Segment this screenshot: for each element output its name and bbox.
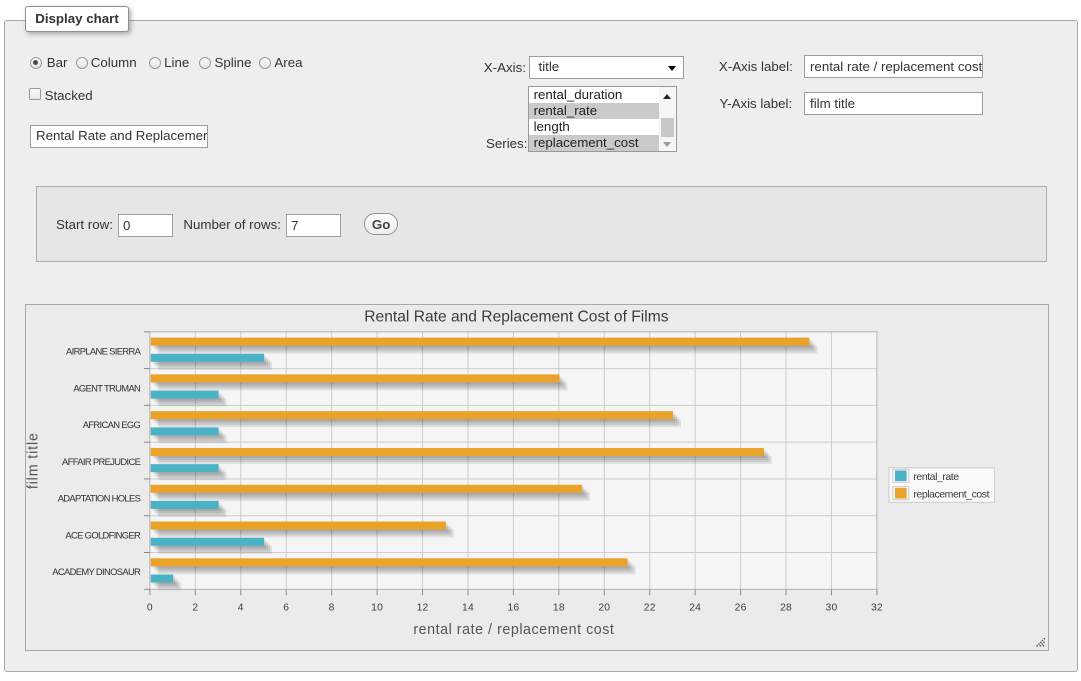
svg-text:32: 32 bbox=[871, 602, 883, 613]
svg-text:18: 18 bbox=[553, 602, 565, 613]
svg-text:rental rate / replacement cost: rental rate / replacement cost bbox=[413, 622, 614, 638]
svg-text:20: 20 bbox=[598, 602, 610, 613]
svg-text:8: 8 bbox=[328, 602, 334, 613]
svg-text:Rental Rate and Replacement Co: Rental Rate and Replacement Cost of Film… bbox=[364, 308, 668, 325]
svg-text:ADAPTATION HOLES: ADAPTATION HOLES bbox=[57, 492, 140, 503]
svg-text:30: 30 bbox=[825, 602, 837, 613]
svg-text:AIRPLANE SIERRA: AIRPLANE SIERRA bbox=[66, 345, 142, 356]
svg-text:28: 28 bbox=[780, 602, 792, 613]
svg-text:ACE GOLDFINGER: ACE GOLDFINGER bbox=[65, 529, 141, 540]
svg-text:AFRICAN EGG: AFRICAN EGG bbox=[82, 419, 140, 430]
svg-text:22: 22 bbox=[643, 602, 655, 613]
svg-text:AFFAIR PREJUDICE: AFFAIR PREJUDICE bbox=[62, 456, 141, 467]
svg-text:film title: film title bbox=[26, 432, 42, 489]
svg-text:26: 26 bbox=[734, 602, 746, 613]
svg-text:ACADEMY DINOSAUR: ACADEMY DINOSAUR bbox=[52, 566, 141, 577]
svg-text:2: 2 bbox=[192, 602, 198, 613]
svg-text:10: 10 bbox=[371, 602, 383, 613]
svg-text:6: 6 bbox=[283, 602, 289, 613]
svg-text:12: 12 bbox=[416, 602, 428, 613]
svg-text:14: 14 bbox=[462, 602, 474, 613]
svg-text:16: 16 bbox=[507, 602, 519, 613]
svg-text:24: 24 bbox=[689, 602, 701, 613]
svg-text:AGENT TRUMAN: AGENT TRUMAN bbox=[73, 382, 140, 393]
svg-text:replacement_cost: replacement_cost bbox=[913, 488, 989, 500]
svg-text:0: 0 bbox=[147, 602, 153, 613]
svg-text:rental_rate: rental_rate bbox=[913, 471, 959, 483]
svg-text:4: 4 bbox=[237, 602, 243, 613]
